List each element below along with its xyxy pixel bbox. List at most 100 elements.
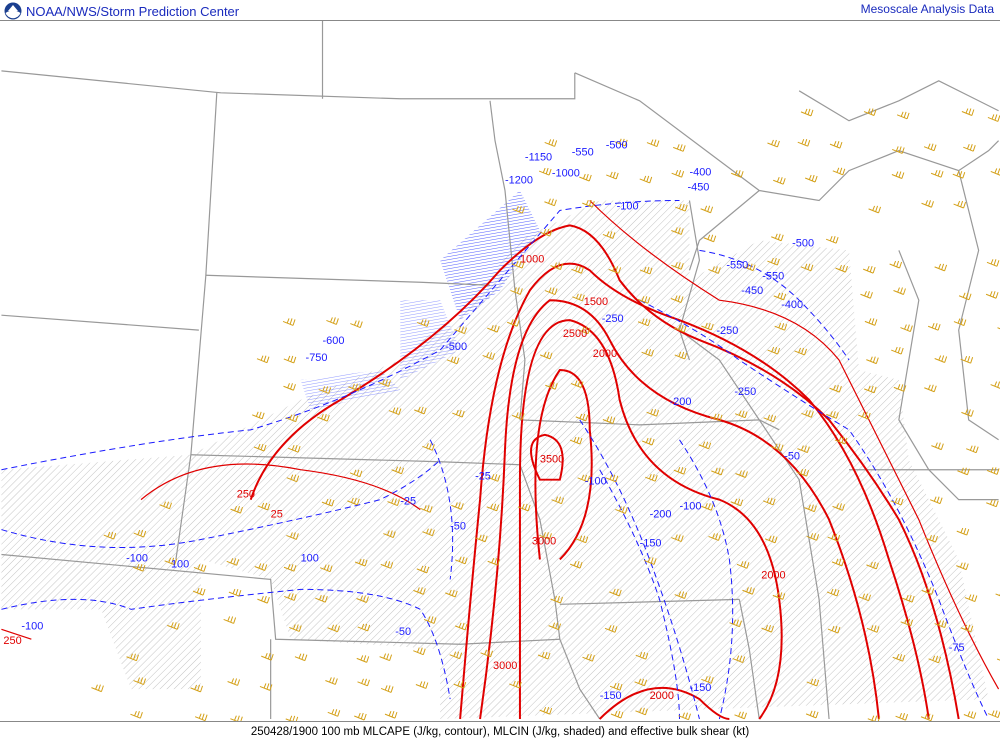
wind-barb [572,293,585,302]
map-caption: 250428/1900 100 mb MLCAPE (J/kg, contour… [250,726,750,738]
wind-barb [767,139,780,148]
cape-contours [1,200,1000,721]
wind-barb [834,436,848,445]
wind-barb [734,711,747,720]
wind-barb [639,175,653,184]
wind-barb [925,534,938,543]
wind-barb [282,318,296,326]
wind-barb [963,711,977,719]
wind-barb [604,625,618,633]
wind-barb [931,442,944,451]
wind-barb [283,355,297,364]
wind-barb [261,652,274,661]
wind-barb [701,676,714,684]
wind-barb [550,595,563,604]
wind-barb [956,527,970,536]
cin-contour-label: -550 [762,270,784,282]
cape-contour-label: 3000 [493,660,517,672]
wind-barb [164,557,178,566]
cin-contour-label: -400 [689,167,711,179]
wind-barb [671,170,685,178]
cape-contour-label: 250 [237,489,255,501]
wind-barb [487,474,501,482]
wind-barb [575,535,589,544]
wind-barb [511,412,525,420]
wind-barb [285,715,299,721]
wind-barb [602,416,616,424]
wind-barb [570,380,584,388]
wind-barb [537,651,551,660]
cin-contour-label: -50 [784,451,800,463]
wind-barb [902,594,915,603]
wind-barb [929,496,943,505]
wind-barb [832,503,845,511]
wind-barb [742,587,755,595]
cin-contour-label: -25 [475,471,491,483]
cape-contour-label: 2000 [650,690,674,702]
wind-barb [804,504,817,513]
wind-barb [761,624,774,633]
wind-barb [610,710,624,719]
wind-barb [890,497,904,506]
wind-barb [422,528,435,537]
cin-contour-label: -100 [585,476,607,488]
wind-barb [230,505,243,514]
wind-barb [703,234,717,243]
wind-barb [383,530,396,539]
wind-barb [287,445,301,453]
wind-barb [673,144,686,152]
wind-barb [900,618,914,627]
shear-barbs [91,108,1000,721]
wind-barb [226,558,240,566]
wind-barb [159,501,173,510]
wind-barb [422,443,435,451]
wind-barb [635,707,648,716]
wind-barb [482,352,496,360]
wind-barb [315,595,328,603]
cin-contour-label: -250 [734,386,756,398]
wind-barb [829,140,843,149]
cin-contour-label: -75 [949,642,965,654]
cin-contour-label: -250 [716,325,738,337]
wind-barb [507,319,520,327]
cin-contour-label: -100 [21,620,43,632]
cin-contour-label: -500 [445,341,467,353]
cape-contour-label: 1000 [520,253,544,265]
wind-barb [805,710,819,719]
wind-barb [698,441,712,450]
wind-barb [350,320,363,329]
wind-barb [767,346,781,355]
wind-barb [673,466,687,475]
cin-contour-label: -150 [689,682,711,694]
wind-barb [379,653,393,662]
cin-contour-label: -150 [600,690,622,702]
wind-barb [643,557,657,565]
wind-barb [678,712,691,721]
wind-barb [319,564,333,573]
wind-barb [413,647,426,656]
wind-barb [378,379,391,387]
cape-contour-label: 2000 [593,348,617,360]
wind-barb [356,655,370,663]
wind-barb [283,564,297,572]
wind-barb [963,143,976,152]
wind-barb [641,349,655,357]
wind-barb [325,677,338,685]
wind-barb [674,591,688,599]
wind-barb [928,655,942,664]
wind-barb [193,564,207,572]
wind-barb [608,266,622,274]
wind-barb [423,616,437,624]
noaa-logo-icon [4,2,22,20]
wind-barb [829,384,842,393]
wind-barb [920,713,934,721]
wind-barb [544,287,558,296]
wind-barb [380,561,394,569]
wind-barb [321,498,335,507]
wind-barb [961,409,974,417]
cin-contour-label: -1150 [525,152,552,164]
wind-barb [825,236,839,244]
wind-barb [259,683,273,691]
wind-barb [286,474,300,483]
wind-barb [826,588,840,597]
